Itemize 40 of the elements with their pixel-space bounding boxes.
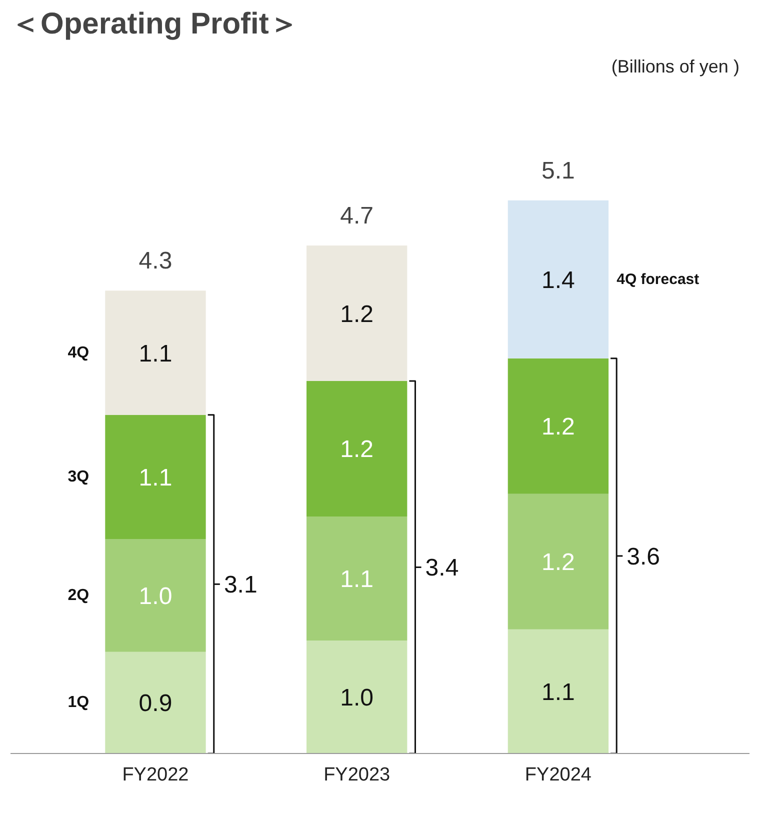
bar [508, 358, 609, 494]
bar [508, 200, 609, 358]
bar [105, 290, 206, 415]
bar [105, 539, 206, 652]
text: (Billions of yen ) [611, 56, 740, 77]
bar [306, 640, 408, 754]
bar [508, 494, 609, 630]
annotation: 3.1 [224, 572, 258, 599]
bar [306, 380, 408, 516]
bar [105, 414, 206, 540]
data-label: 0.9 [138, 690, 172, 718]
annotation: 4Q forecast [616, 270, 700, 288]
data-label: 1.0 [138, 582, 172, 610]
data-label: 1.2 [542, 549, 575, 576]
total-label: 4.7 [340, 202, 374, 230]
data-label: 1.1 [340, 566, 374, 594]
x-tick-label: FY2024 [524, 764, 592, 786]
data-label: 1.2 [340, 300, 374, 328]
data-label: 1.1 [542, 678, 575, 706]
data-label: 1.2 [340, 436, 374, 464]
total-label: 5.1 [542, 157, 575, 184]
x-tick-label: FY2023 [324, 764, 390, 786]
data-label: 1.4 [542, 266, 575, 294]
x-tick-label: FY2022 [122, 764, 189, 786]
bar [508, 629, 609, 754]
data-label: 1.1 [138, 464, 172, 492]
series-label: 3Q [68, 468, 90, 486]
total-label: 4.3 [138, 248, 172, 275]
bar [105, 652, 206, 754]
bar [306, 516, 408, 641]
series-label: 4Q [68, 344, 90, 362]
series-label: 1Q [68, 694, 90, 712]
data-label: 1.2 [542, 414, 575, 441]
data-label: 1.1 [138, 340, 172, 368]
data-label: 1.0 [340, 684, 374, 712]
bar [306, 246, 408, 381]
chart-title: ＜Operating Profit＞ [10, 8, 299, 40]
annotation: 3.4 [425, 554, 459, 582]
series-label: 2Q [68, 586, 90, 604]
annotation: 3.6 [626, 543, 660, 570]
